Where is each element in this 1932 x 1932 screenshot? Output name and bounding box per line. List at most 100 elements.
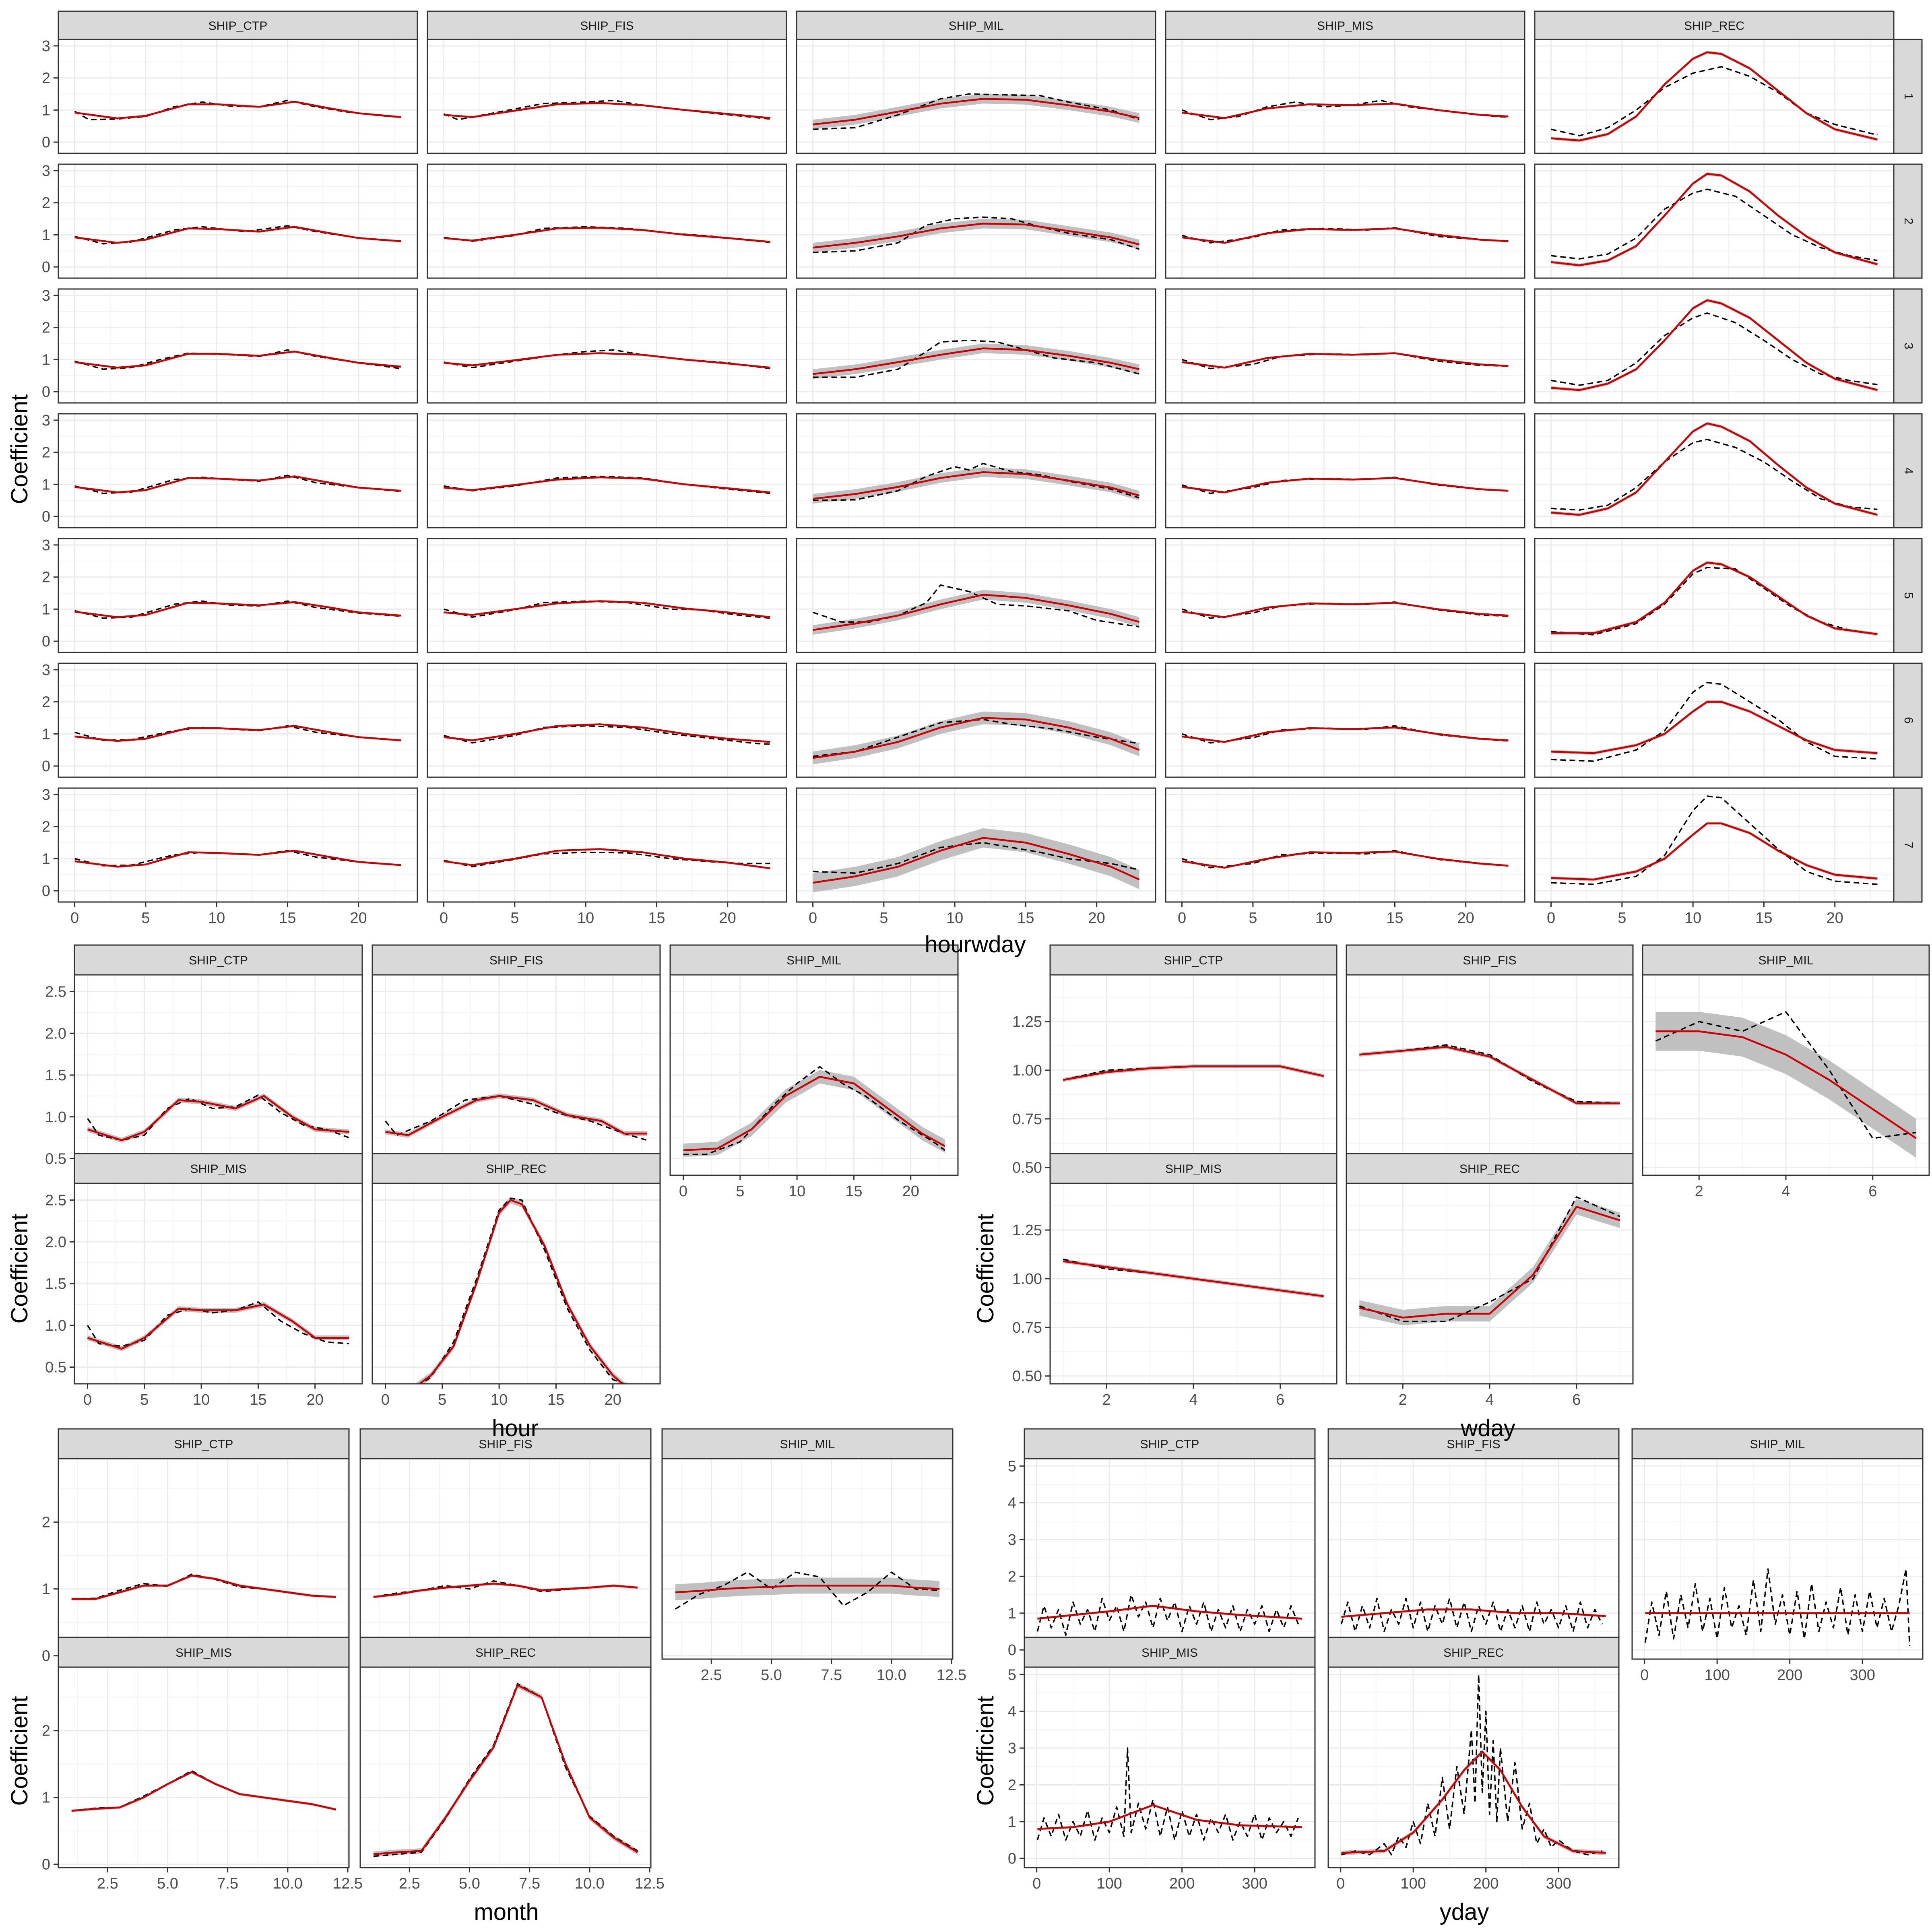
hourwday-ship-mis-row-6-panel	[1165, 663, 1525, 778]
yday-ship-ctp-data	[1036, 1594, 1302, 1636]
hour-ship-rec-x-tick-label: 10	[491, 1391, 508, 1408]
hourwday-ship-fis-row-2-fitted-line	[444, 227, 770, 243]
hour-ship-ctp-y-tick-label: 1.5	[45, 1067, 66, 1084]
hour-ship-mis-x-tick-label: 10	[193, 1391, 210, 1408]
hourwday-ship-ctp-row-2-confidence-ribbon	[74, 226, 401, 244]
yday-ship-rec-strip	[1327, 1637, 1620, 1668]
wday-ship-mis-data	[1063, 1258, 1324, 1298]
hour-ship-mil-x-tick-label: 10	[788, 1183, 805, 1200]
hourwday-ship-fis-row-1-data	[443, 99, 770, 121]
hourwday-ship-rec-row-7-x-tick-label: 15	[1755, 910, 1772, 927]
hourwday-ship-mis-row-6-fitted-line	[1182, 727, 1509, 743]
month-ship-mil-background	[662, 1459, 953, 1659]
hourwday-ship-ctp-row-5-y-tick-label: 2	[42, 569, 50, 586]
hourwday-ship-mis-row-7-x-tick-label: 0	[1178, 910, 1186, 927]
hourwday-ship-fis-row-7-x-tick-label: 15	[648, 910, 665, 927]
hourwday-ship-rec-row-2-data	[1551, 172, 1878, 267]
yday-ship-mis-data	[1036, 1747, 1302, 1841]
hourwday-ship-rec-row-7-row-strip-label: 7	[1902, 842, 1915, 848]
hourwday-ship-fis-row-1-strip-label: SHIP_FIS	[580, 19, 634, 33]
hourwday-ship-rec-row-6-background	[1535, 663, 1894, 777]
wday-ship-rec-x-tick-label: 4	[1485, 1391, 1494, 1408]
hourwday-ship-ctp-row-6-y-tick-label: 1	[42, 726, 50, 743]
hourwday-ship-mis-row-1-strip	[1165, 10, 1525, 40]
hourwday-ship-ctp-row-4-background	[58, 414, 417, 528]
hourwday-ship-mil-row-1-data	[813, 93, 1140, 130]
hour-ship-fis-fitted-line	[385, 1095, 647, 1136]
month-ship-fis-data	[373, 1580, 638, 1598]
hour-ship-mil-confidence-ribbon	[683, 1070, 945, 1157]
yday-ship-mis-x-tick-label: 300	[1242, 1875, 1267, 1892]
month-ship-fis-fitted-line	[373, 1583, 638, 1598]
hourwday-ship-fis-row-2-panel	[427, 163, 787, 279]
hourwday-ship-ctp-row-3-fitted-line	[74, 351, 401, 369]
hour-ship-mil-strip	[669, 944, 959, 976]
hourwday-ship-fis-row-6-border	[427, 663, 787, 778]
hourwday-ship-fis-row-2-data	[444, 226, 770, 244]
hourwday-ship-mis-row-1-data	[1181, 99, 1509, 121]
hourwday-ship-ctp-row-4-y-tick-label: 3	[42, 412, 50, 429]
hourwday-ship-ctp-row-7-y-tick-label: 3	[42, 786, 50, 803]
hour-ship-mis-x-tick-label: 5	[140, 1391, 149, 1408]
hourwday-ship-rec-row-4-observed-line	[1551, 439, 1878, 511]
yday-ship-rec-background	[1328, 1667, 1619, 1868]
yday-ship-mis-y-tick-label: 1	[1008, 1814, 1016, 1831]
hour-ship-fis-strip	[372, 944, 661, 976]
hourwday-ship-ctp-row-6-background	[58, 663, 417, 777]
hourwday-ship-mis-row-2-border	[1165, 163, 1525, 279]
month-ship-ctp-strip	[58, 1428, 350, 1459]
yday-ship-mil-data	[1644, 1568, 1911, 1647]
wday-ship-rec-strip-label: SHIP_REC	[1459, 1162, 1520, 1176]
hour-ship-mil-observed-line	[683, 1066, 945, 1155]
hour-ship-mil-fitted-line	[683, 1075, 945, 1151]
wday-ship-rec-x-tick-label: 6	[1572, 1391, 1581, 1408]
hour-ship-ctp-y-tick-label: 0.5	[45, 1151, 66, 1168]
hourwday-ship-mil-row-7-x-tick-label: 10	[946, 910, 963, 927]
month-ship-mis-background	[58, 1667, 349, 1868]
hour-ship-fis-observed-line	[385, 1095, 647, 1141]
hour-ship-rec-x-tick-label: 0	[381, 1391, 390, 1408]
hourwday-ship-fis-row-3-observed-line	[444, 349, 770, 369]
hourwday-ship-ctp-row-1-observed-line	[74, 99, 401, 121]
month-ship-rec-x-tick-label: 5.0	[459, 1875, 480, 1892]
hourwday-ship-ctp-row-4-fitted-line	[74, 475, 401, 493]
wday-ship-rec-panel: SHIP_REC 2 4 6	[1346, 1153, 1634, 1408]
yday-ship-mis-fitted-line	[1037, 1804, 1302, 1830]
hourwday-ship-fis-row-1-strip	[427, 10, 787, 40]
yday-ship-mis-x-tick-label: 0	[1032, 1875, 1041, 1892]
hour-ship-mis-confidence-ribbon	[87, 1302, 349, 1352]
hourwday-ship-rec-row-7-data	[1551, 795, 1878, 885]
hourwday-ship-mis-row-2-data	[1182, 227, 1509, 244]
hourwday-ship-mil-row-2-fitted-line	[813, 223, 1139, 249]
hourwday-ship-rec-row-1-data	[1551, 50, 1878, 142]
hourwday-ship-ctp-row-3-panel: 0 1 2 3	[42, 287, 418, 404]
hourwday-ship-rec-row-4-panel: 4	[1534, 413, 1923, 528]
yday-ship-mis-background	[1024, 1667, 1315, 1868]
hourwday-ship-fis-row-7-fitted-line	[444, 848, 770, 869]
hourwday-ship-mil-row-4-border	[796, 413, 1156, 528]
hour-ship-rec-data	[385, 1197, 632, 1384]
month-ship-mis-data	[71, 1770, 336, 1812]
hour-ship-mis-observed-line	[87, 1301, 349, 1347]
hourwday-ship-ctp-row-3-background	[58, 289, 417, 403]
month-ship-fis-strip-label: SHIP_FIS	[479, 1438, 532, 1451]
hourwday-ship-fis-row-4-background	[427, 414, 786, 528]
hour-ship-rec-fitted-line	[418, 1199, 624, 1384]
yday-ship-ctp-y-tick-label: 2	[1008, 1568, 1016, 1585]
hourwday-ship-mil-row-1-fitted-line	[813, 98, 1139, 126]
yday-ship-rec-x-tick-label: 300	[1546, 1875, 1571, 1892]
hour-ship-mis-x-tick-label: 15	[250, 1391, 266, 1408]
wday-ship-mil-x-tick-label: 4	[1781, 1183, 1790, 1200]
hourwday-ship-mil-row-6-border	[796, 663, 1156, 778]
month-ship-fis-background	[360, 1459, 651, 1659]
hourwday-ship-mis-row-4-fitted-line	[1182, 477, 1509, 493]
hourwday-ship-ctp-row-4-confidence-ribbon	[74, 475, 401, 493]
month-ship-ctp-y-tick-label: 1	[42, 1581, 50, 1598]
wday-ship-fis-fitted-line	[1359, 1046, 1620, 1104]
hour-ship-mis-panel: SHIP_MIS 0.5 1.0 1.5 2.0 2.5 0 5 10 15 20	[45, 1153, 363, 1408]
hourwday-ship-mis-row-7-border	[1165, 787, 1525, 903]
hour-ship-rec-panel: SHIP_REC 0 5 10 15 20	[372, 1153, 661, 1408]
yday-ship-ctp-background	[1024, 1459, 1315, 1659]
hourwday-ship-ctp-row-1-strip	[58, 10, 418, 40]
